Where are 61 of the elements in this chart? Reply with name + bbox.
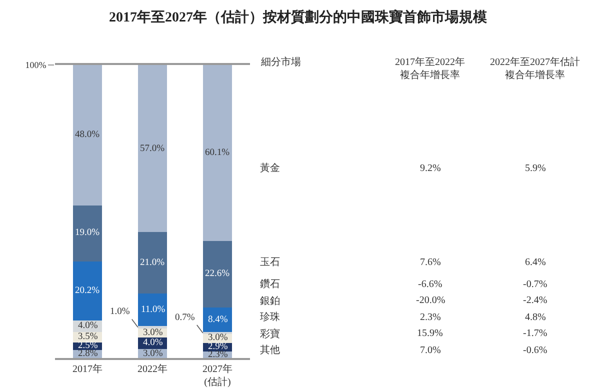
data-label: 2.8%: [78, 349, 98, 359]
text: 鑽石: [260, 278, 280, 290]
bar: [72, 65, 102, 206]
text: -2.4%: [523, 295, 548, 306]
bar: [138, 232, 168, 294]
text: 彩寶: [260, 328, 280, 340]
text: 9.2%: [420, 163, 441, 174]
bar: [72, 206, 102, 262]
text: 細分市場: [260, 56, 301, 68]
data-label: 0.7%: [175, 313, 195, 323]
data-label: 3.5%: [78, 332, 98, 342]
x-tick-label: 2017年: [72, 362, 102, 375]
text: 黃金: [260, 162, 280, 174]
data-label: 48.0%: [75, 130, 100, 140]
data-label: 21.0%: [140, 258, 165, 268]
data-label: 8.4%: [208, 315, 228, 325]
data-label: 60.1%: [205, 148, 230, 158]
text: 銀鉑: [260, 295, 280, 307]
data-label: 20.2%: [75, 286, 100, 296]
text: -20.0%: [416, 295, 446, 306]
data-label: 22.6%: [205, 269, 230, 279]
data-label: 2.5%: [78, 341, 98, 351]
bar: [202, 65, 232, 242]
data-label: 57.0%: [140, 144, 165, 154]
bar: [202, 241, 232, 308]
text: 15.9%: [417, 328, 443, 339]
text: 玉石: [260, 257, 280, 268]
text: -0.6%: [523, 345, 548, 356]
text: 2017年至2022年: [395, 56, 465, 68]
x-tick-label: 2027年 (估計): [202, 362, 232, 388]
text: 6.4%: [525, 257, 546, 268]
data-label: 2.9%: [208, 342, 228, 352]
x-tick-label: 2022年: [138, 362, 168, 375]
bar: [138, 65, 168, 232]
data-label: 19.0%: [75, 228, 100, 238]
text: 其他: [260, 344, 280, 356]
data-label: 4.0%: [143, 338, 163, 348]
bar: [138, 294, 168, 326]
text: 珍珠: [260, 311, 280, 323]
text: 7.6%: [420, 257, 441, 268]
bar: [72, 261, 102, 320]
data-label: 3.0%: [143, 349, 163, 359]
text: 2017年至2027年（估計）按材質劃分的中國珠寶首飾市場規模: [109, 8, 488, 26]
data-label: 3.0%: [208, 333, 228, 343]
text: 4.8%: [525, 312, 546, 323]
text: 5.9%: [525, 163, 546, 174]
data-label: 1.0%: [110, 307, 130, 317]
text: 複合年增長率: [400, 69, 460, 81]
y-tick-label: 100%: [25, 60, 47, 70]
text: 2.3%: [420, 312, 441, 323]
text: -6.6%: [418, 279, 442, 290]
bar: [202, 307, 232, 332]
text: -0.7%: [523, 279, 548, 290]
text: 7.0%: [420, 345, 441, 356]
data-label: 11.0%: [141, 305, 166, 315]
data-label: 4.0%: [78, 321, 98, 331]
text: -1.7%: [523, 328, 548, 339]
text: 複合年增長率: [505, 69, 565, 81]
data-label: 3.0%: [143, 328, 163, 338]
data-label: 2.3%: [208, 350, 228, 360]
text: 2022年至2027年估計: [490, 56, 580, 68]
